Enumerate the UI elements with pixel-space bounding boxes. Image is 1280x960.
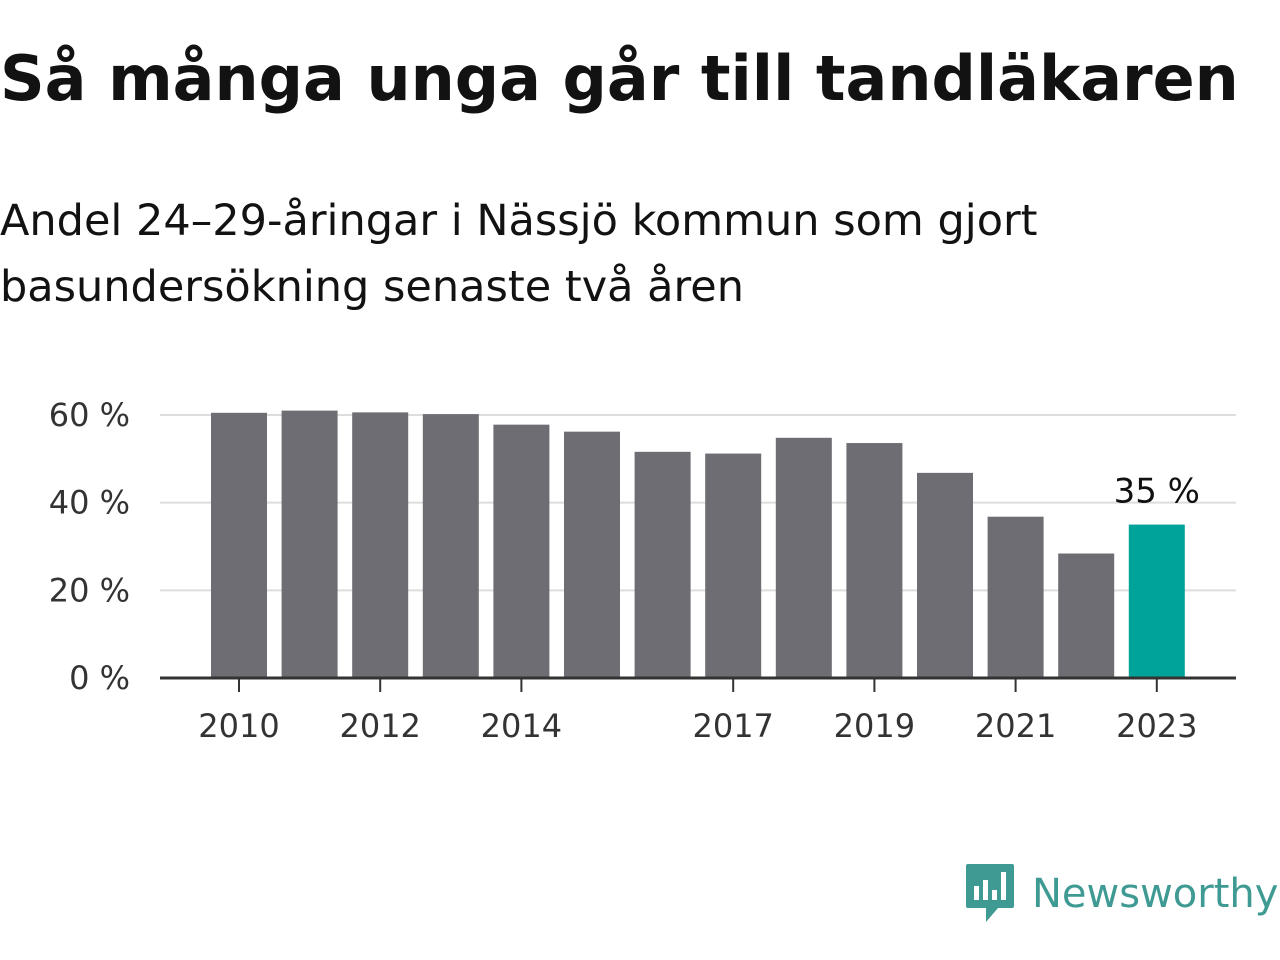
x-tick-label: 2010	[198, 707, 279, 745]
bar-2018	[775, 437, 832, 678]
bar-2022	[1058, 553, 1115, 678]
bar-2015	[564, 431, 620, 678]
brand-logo: Newsworthy	[964, 862, 1278, 926]
bar-2012	[352, 412, 409, 678]
bar-2023	[1128, 524, 1185, 678]
x-tick-label: 2014	[481, 707, 562, 745]
chart-title: Så många unga går till tandläkaren	[0, 42, 1239, 115]
bar-2021	[987, 516, 1044, 678]
bar-2019	[846, 443, 903, 678]
x-tick-label: 2017	[692, 707, 773, 745]
brand-name: Newsworthy	[1032, 871, 1279, 917]
y-tick-label: 0 %	[69, 659, 130, 697]
y-tick-label: 40 %	[49, 484, 130, 522]
bar-2014	[493, 424, 550, 678]
bar-2020	[917, 472, 973, 678]
x-tick-label: 2012	[339, 707, 420, 745]
bar-2017	[705, 453, 762, 678]
y-tick-label: 20 %	[49, 571, 130, 609]
bar-2013	[422, 414, 479, 678]
x-tick-label: 2021	[975, 707, 1056, 745]
bar-chart-speech-bubble-icon	[966, 864, 1014, 922]
bar-2011	[281, 410, 338, 678]
y-tick-label: 60 %	[49, 396, 130, 434]
data-label: 35 %	[1114, 472, 1200, 512]
bar-2010	[211, 412, 267, 678]
chart-subtitle: Andel 24–29-åringar i Nässjö kommun som …	[0, 196, 1038, 312]
x-tick-label: 2019	[834, 707, 915, 745]
bar-2016	[634, 451, 691, 678]
x-tick-label: 2023	[1116, 707, 1197, 745]
